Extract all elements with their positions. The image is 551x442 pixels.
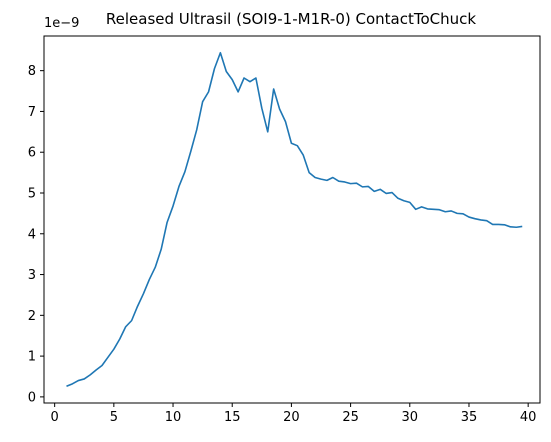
x-tick-label: 40 xyxy=(520,410,537,425)
series-line xyxy=(66,51,523,388)
y-tick-label: 8 xyxy=(28,64,36,79)
y-tick-label: 1 xyxy=(28,350,36,365)
x-tick-label: 20 xyxy=(283,410,300,425)
x-tick-label: 25 xyxy=(342,410,359,425)
x-tick-label: 35 xyxy=(461,410,478,425)
x-tick-label: 30 xyxy=(402,410,419,425)
y-tick-label: 6 xyxy=(28,146,36,161)
plot-area xyxy=(66,51,523,388)
y-tick-label: 3 xyxy=(28,268,36,283)
y-tick-label: 4 xyxy=(28,227,36,242)
chart-title: Released Ultrasil (SOI9-1-M1R-0) Contact… xyxy=(106,10,476,28)
y-axis: 0 1 2 3 4 5 6 7 8 xyxy=(28,64,44,405)
x-tick-label: 10 xyxy=(165,410,182,425)
y-tick-label: 2 xyxy=(28,309,36,324)
x-tick-label: 15 xyxy=(224,410,241,425)
x-tick-label: 0 xyxy=(51,410,59,425)
y-tick-label: 7 xyxy=(28,105,36,120)
x-axis: 0 5 10 15 20 25 30 35 40 xyxy=(51,403,537,425)
y-tick-label: 5 xyxy=(28,186,36,201)
plot-frame xyxy=(43,35,541,404)
y-tick-label: 0 xyxy=(28,390,36,405)
y-scale-offset: 1e−9 xyxy=(44,16,79,31)
x-tick-label: 5 xyxy=(110,410,118,425)
